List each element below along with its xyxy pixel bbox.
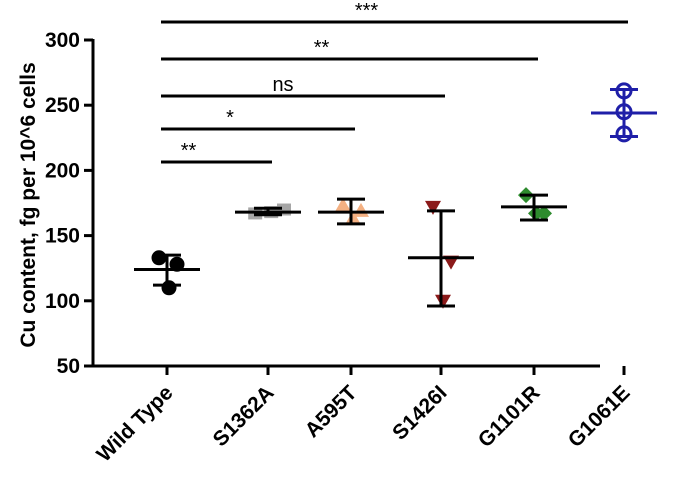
series-g1101r [501, 187, 567, 222]
y-tick-label-250: 250 [45, 94, 80, 117]
series-s1362a [235, 203, 301, 220]
series-s1426i [408, 200, 474, 309]
y-axis-label: Cu content, fg per 10^6 cells [17, 62, 40, 347]
significance-label-s1362a: ** [181, 140, 197, 162]
point-a595t-3 [345, 210, 361, 225]
y-tick-label-50: 50 [57, 355, 80, 378]
y-tick-label-100: 100 [45, 290, 80, 313]
series-wild-type [134, 250, 200, 296]
axes [84, 38, 626, 375]
x-tick-label-s1426i: S1426I [388, 381, 451, 444]
significance-brackets: ***ns***** [161, 0, 628, 164]
point-s1426i-1 [425, 200, 441, 215]
series-a595t [318, 197, 384, 226]
point-a595t-1 [335, 197, 351, 212]
x-tick-label-a595t: A595T [301, 381, 362, 442]
x-tick-label-g1061e: G1061E [564, 381, 635, 452]
significance-label-g1101r: ** [314, 37, 330, 59]
significance-label-a595t: * [226, 107, 234, 129]
data-points [134, 82, 657, 309]
x-tick-label-wild-type: Wild Type [92, 381, 177, 466]
point-s1426i-3 [435, 294, 451, 309]
x-tick-label-g1101r: G1101R [474, 381, 545, 452]
series-g1061e [591, 82, 657, 143]
y-tick-label-150: 150 [45, 225, 80, 248]
y-tick-label-300: 300 [45, 29, 80, 52]
point-a595t-2 [353, 202, 369, 217]
point-g1101r-3 [528, 205, 544, 222]
y-tick-label-200: 200 [45, 159, 80, 182]
point-wild-type-1 [151, 250, 167, 266]
significance-label-g1061e: *** [355, 0, 379, 22]
x-tick-label-s1362a: S1362A [209, 381, 279, 451]
significance-label-s1426i: ns [272, 74, 293, 96]
point-wild-type-3 [161, 280, 177, 296]
